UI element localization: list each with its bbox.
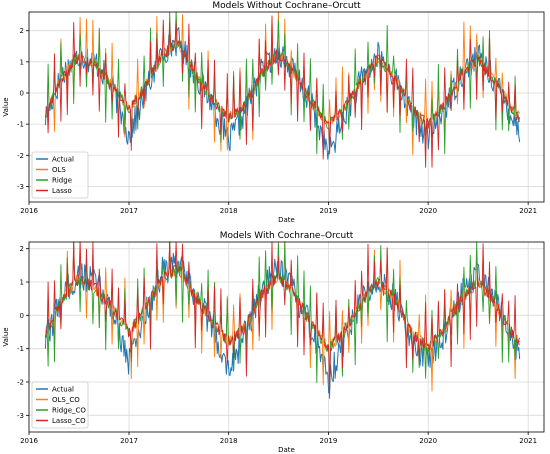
- y-tick-label: 1: [20, 279, 24, 287]
- chart-title: Models With Cochrane–Orcutt: [220, 231, 354, 241]
- series-line-lasso_co: [44, 241, 521, 399]
- x-axis-label: Date: [278, 446, 295, 454]
- x-tick-label: 2020: [419, 207, 437, 215]
- y-tick-label: 1: [20, 58, 24, 66]
- y-tick-label: -3: [17, 412, 24, 420]
- legend-label-ridge: Ridge: [52, 177, 72, 185]
- x-tick-label: 2018: [220, 437, 238, 445]
- series-line-ridge: [45, 11, 521, 155]
- x-tick-label: 2019: [320, 207, 338, 215]
- chart-with-cochrane-orcutt: -3 -2 -1 0 1 2 2016 2017 2018 2019 2020 2021 Models …: [2, 231, 545, 454]
- x-tick-label: 2016: [20, 207, 38, 215]
- series-line-lasso: [44, 16, 521, 168]
- legend-label-ols_co: OLS_CO: [52, 396, 80, 404]
- legend: Actual OLS Ridge Lasso: [31, 151, 89, 199]
- y-tick-label: 2: [20, 245, 24, 253]
- plot-area: [29, 12, 544, 202]
- chart-without-cochrane-orcutt: -3 -2 -1 0 1 2 2016 2017 2018 2019 2020 2021 Models …: [2, 1, 545, 224]
- series-group: [44, 241, 521, 399]
- x-tick-label: 2017: [120, 207, 138, 215]
- x-tick-label: 2017: [120, 437, 138, 445]
- legend-label-actual: Actual: [52, 386, 74, 394]
- grid: [28, 12, 544, 202]
- y-axis-label: Value: [2, 97, 10, 116]
- series-line-actual: [44, 252, 521, 394]
- legend-label-lasso_co: Lasso_CO: [52, 417, 86, 425]
- y-tick-label: 0: [20, 89, 24, 97]
- x-tick-label: 2018: [220, 207, 238, 215]
- x-tick-label: 2019: [320, 437, 338, 445]
- y-tick-label: -3: [17, 183, 24, 191]
- legend-label-actual: Actual: [52, 156, 74, 164]
- legend-box: [31, 151, 89, 199]
- y-tick-label: 2: [20, 27, 24, 35]
- series-group: [44, 11, 521, 168]
- x-tick-label: 2016: [20, 437, 38, 445]
- legend-box: [31, 381, 89, 429]
- chart-title: Models Without Cochrane–Orcutt: [212, 1, 361, 11]
- plot-frame: [28, 11, 545, 203]
- plot-frame: [28, 241, 545, 433]
- y-tick-label: -1: [17, 345, 24, 353]
- y-tick-label: -2: [17, 379, 24, 387]
- legend: Actual OLS_CO Ridge_CO Lasso_CO: [31, 381, 89, 429]
- x-tick-label: 2021: [519, 437, 537, 445]
- x-axis-label: Date: [278, 216, 295, 224]
- y-axis-label: Value: [2, 327, 10, 346]
- y-tick-label: -1: [17, 121, 24, 129]
- x-tick-label: 2020: [419, 437, 437, 445]
- legend-label-ols: OLS: [52, 166, 66, 174]
- legend-label-ridge_co: Ridge_CO: [52, 407, 86, 415]
- y-tick-label: 0: [20, 312, 24, 320]
- y-tick-label: -2: [17, 152, 24, 160]
- legend-label-lasso: Lasso: [52, 187, 72, 195]
- x-tick-label: 2021: [519, 207, 537, 215]
